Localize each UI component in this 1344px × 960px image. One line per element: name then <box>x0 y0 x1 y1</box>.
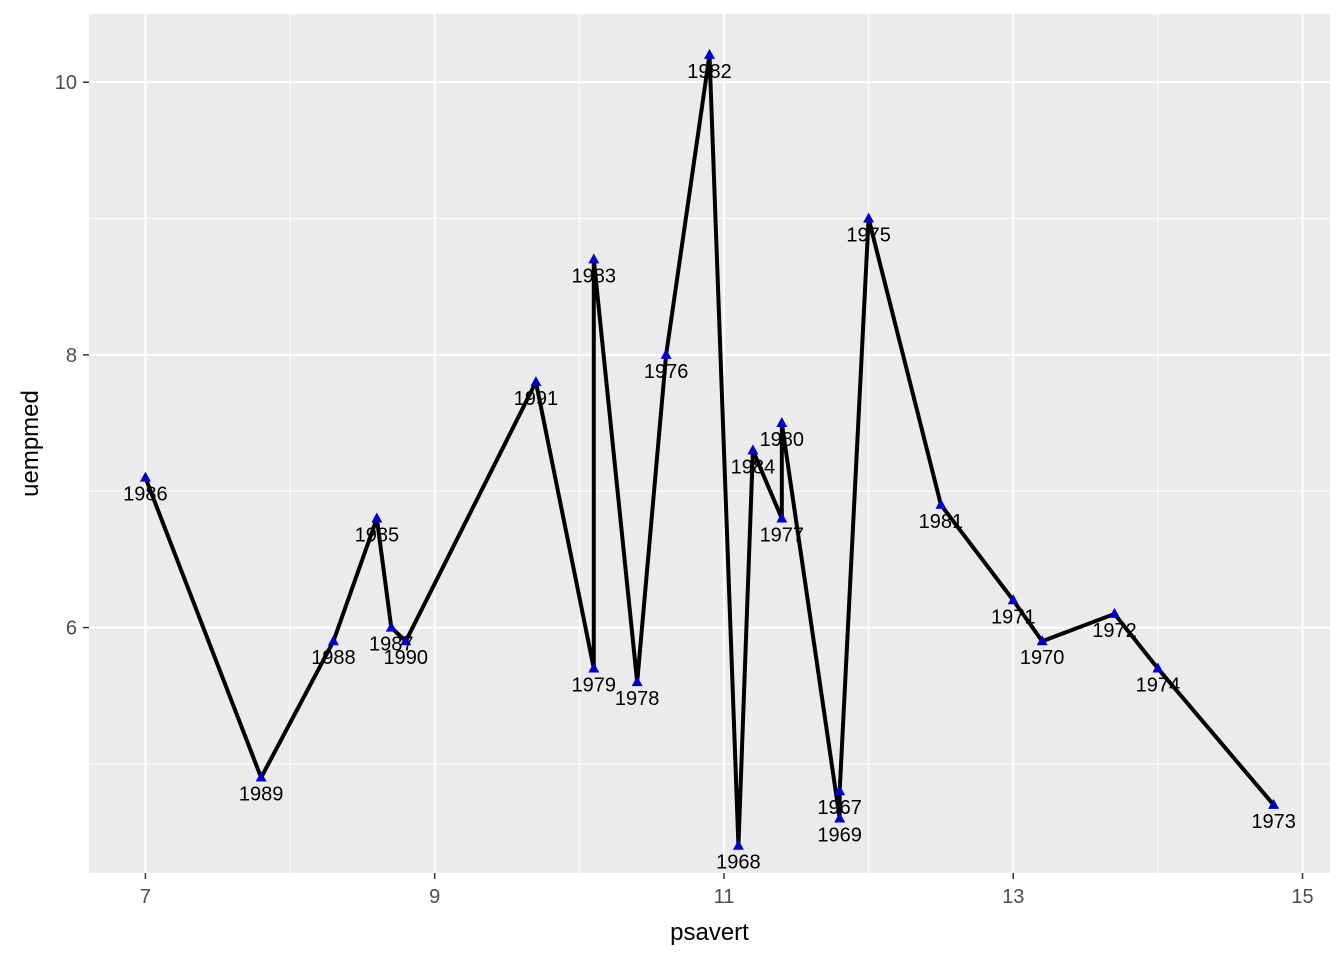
point-label: 1972 <box>1092 620 1137 642</box>
point-marker <box>834 812 846 823</box>
point-marker <box>371 512 383 523</box>
point-marker <box>631 676 643 687</box>
point-label: 1975 <box>846 225 891 247</box>
point-label: 1980 <box>760 429 805 451</box>
y-tick-label: 8 <box>66 345 77 367</box>
point-marker <box>327 635 339 646</box>
point-marker <box>588 662 600 673</box>
point-label: 1987 <box>369 634 414 656</box>
x-tick-label: 9 <box>429 886 440 908</box>
point-label: 1984 <box>731 456 776 478</box>
point-marker <box>139 471 151 482</box>
point-label: 1968 <box>716 852 761 874</box>
point-marker <box>255 771 267 782</box>
point-label: 1979 <box>572 674 617 696</box>
point-label: 1991 <box>514 388 559 410</box>
point-label: 1982 <box>687 61 732 83</box>
point-label: 1977 <box>760 524 805 546</box>
point-marker <box>704 48 715 59</box>
point-label: 1973 <box>1251 811 1296 833</box>
y-tick-label: 10 <box>55 72 77 94</box>
point-label: 1971 <box>991 606 1036 628</box>
point-label: 1978 <box>615 688 660 710</box>
point-label: 1988 <box>311 647 356 669</box>
x-axis: 7 9 11 13 15 <box>140 873 1314 908</box>
plot-panel <box>89 14 1330 873</box>
x-tick-label: 7 <box>140 886 151 908</box>
point-label: 1970 <box>1020 647 1065 669</box>
point-marker <box>935 498 947 509</box>
point-marker <box>588 253 600 264</box>
x-tick-label: 15 <box>1291 886 1313 908</box>
point-label: 1990 <box>384 647 429 669</box>
y-tick-label: 6 <box>66 618 77 640</box>
point-marker <box>1268 798 1280 809</box>
point-label: 1986 <box>123 484 168 506</box>
point-marker <box>400 635 412 646</box>
y-axis-title: uempmed <box>17 390 44 497</box>
point-label: 1989 <box>239 784 284 806</box>
point-label: 1969 <box>817 824 862 846</box>
point-label: 1983 <box>572 265 617 287</box>
x-axis-title: psavert <box>670 919 749 946</box>
minor-gridlines <box>89 14 1330 873</box>
point-marker <box>747 444 759 455</box>
point-marker <box>660 348 672 359</box>
point-marker <box>1152 662 1164 673</box>
point-marker <box>1007 594 1019 605</box>
point-marker <box>1036 635 1048 646</box>
point-marker <box>863 212 875 223</box>
point-marker <box>1108 607 1120 618</box>
point-label: 1976 <box>644 361 689 383</box>
point-label: 1974 <box>1136 674 1181 696</box>
point-marker <box>732 839 744 850</box>
point-label: 1985 <box>355 524 400 546</box>
point-marker <box>530 376 542 387</box>
x-tick-label: 11 <box>714 886 735 908</box>
point-label: 1967 <box>817 797 862 819</box>
point-markers <box>139 48 1280 850</box>
x-tick-label: 13 <box>1002 886 1024 908</box>
y-axis: 6 8 10 <box>55 72 89 640</box>
point-marker <box>776 512 788 523</box>
point-label: 1981 <box>919 511 964 533</box>
point-marker <box>776 417 788 428</box>
point-marker <box>834 785 846 796</box>
point-marker <box>385 621 397 632</box>
